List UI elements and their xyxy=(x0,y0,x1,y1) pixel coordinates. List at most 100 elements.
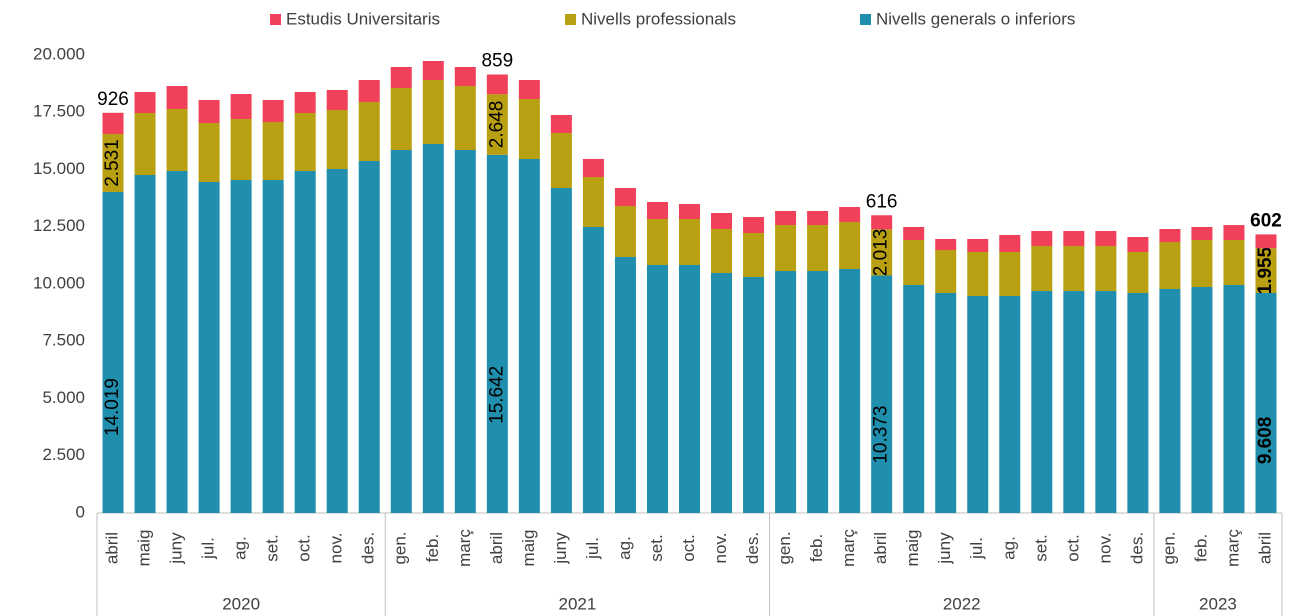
bar-segment xyxy=(743,276,765,513)
legend-label: Nivells generals o inferiors xyxy=(876,9,1075,28)
bar-segment xyxy=(1095,231,1117,247)
bar-segment xyxy=(358,101,380,162)
x-tick-label: jul. xyxy=(967,537,986,560)
bar-segment xyxy=(646,264,668,513)
x-tick-label: ag. xyxy=(999,536,1018,560)
x-tick-label: gen. xyxy=(1159,531,1178,564)
data-label: 1.955 xyxy=(1255,246,1276,294)
bar-segment xyxy=(1159,288,1181,513)
data-label: 9.608 xyxy=(1255,417,1276,465)
bar-segment xyxy=(999,234,1021,253)
bar-segment xyxy=(839,269,861,513)
bar-segment xyxy=(711,273,733,513)
bar-segment xyxy=(1063,231,1085,247)
bar-segment xyxy=(1127,252,1149,293)
bar-segment xyxy=(422,143,444,514)
bar-segment xyxy=(935,292,957,513)
data-label: 15.642 xyxy=(486,366,507,424)
bar-segment xyxy=(454,86,476,150)
x-tick-label: des. xyxy=(1127,532,1146,564)
bar-segment xyxy=(1031,291,1053,513)
data-label: 2.648 xyxy=(486,101,507,149)
bar-segment xyxy=(679,264,700,513)
bar-segment xyxy=(230,93,252,120)
bar-segment xyxy=(582,227,604,514)
y-tick-label: 12.500 xyxy=(33,216,85,235)
bar-segment xyxy=(294,171,316,513)
year-label: 2020 xyxy=(222,594,260,613)
bar-segment xyxy=(390,66,412,88)
bar-segment xyxy=(1159,228,1181,243)
bar-segment xyxy=(326,168,348,513)
bar-segment xyxy=(1191,286,1213,513)
data-label: 2.531 xyxy=(102,139,123,187)
bar-segment xyxy=(230,180,252,513)
bar-segment xyxy=(422,80,444,144)
y-tick-label: 15.000 xyxy=(33,159,85,178)
x-tick-label: jul. xyxy=(199,537,218,560)
bar-segment xyxy=(294,113,316,172)
bar-segment xyxy=(326,89,348,111)
bar-segment xyxy=(518,98,540,159)
bar-segment xyxy=(550,114,572,133)
bar-segment xyxy=(102,191,124,513)
data-label: 926 xyxy=(97,89,129,110)
bar-segment xyxy=(646,219,668,265)
bar-segment xyxy=(486,74,508,95)
y-tick-label: 2.500 xyxy=(42,445,85,464)
y-tick-label: 0 xyxy=(76,502,85,521)
bar-segment xyxy=(134,92,156,114)
bar-segment xyxy=(871,229,893,276)
bar-segment xyxy=(871,215,893,230)
year-label: 2022 xyxy=(943,594,981,613)
bar-segment xyxy=(358,80,380,102)
x-tick-label: maig xyxy=(903,530,922,567)
bar-segment xyxy=(262,122,284,181)
bar-segment xyxy=(486,154,508,513)
data-label: 2.013 xyxy=(871,229,892,277)
y-tick-label: 7.500 xyxy=(42,331,85,350)
bar-segment xyxy=(967,239,989,253)
x-tick-label: oct. xyxy=(1063,534,1082,561)
bar-segment xyxy=(262,99,284,123)
bar-segment xyxy=(614,206,636,258)
bar-segment xyxy=(807,225,829,271)
bar-segment xyxy=(1127,237,1149,253)
data-label: 616 xyxy=(866,191,898,212)
x-tick-label: juny xyxy=(935,532,954,565)
x-tick-label: abril xyxy=(871,532,890,564)
bar-segment xyxy=(967,295,989,513)
bar-segment xyxy=(454,66,476,87)
bar-segment xyxy=(1031,231,1053,247)
bar-segment xyxy=(134,174,156,513)
bar-segment xyxy=(582,158,604,178)
x-tick-label: set. xyxy=(647,534,666,561)
legend-label: Nivells professionals xyxy=(581,9,736,28)
bar-segment xyxy=(711,213,733,229)
x-tick-label: des. xyxy=(743,532,762,564)
x-tick-label: ag. xyxy=(231,536,250,560)
x-tick-label: nov. xyxy=(1095,533,1114,564)
bar-segment xyxy=(1223,240,1245,286)
bar-segment xyxy=(518,158,540,514)
bar-segment xyxy=(967,252,989,296)
bar-segment xyxy=(134,113,156,175)
x-tick-label: juny xyxy=(551,532,570,565)
x-tick-label: maig xyxy=(519,530,538,567)
bar-segment xyxy=(999,295,1021,513)
bar-segment xyxy=(166,86,188,109)
y-tick-label: 10.000 xyxy=(33,273,85,292)
bar-segment xyxy=(358,161,380,514)
x-tick-label: maig xyxy=(135,530,154,567)
bar-segment xyxy=(550,188,572,513)
bar-segment xyxy=(614,257,636,513)
bar-segment xyxy=(1191,240,1213,287)
bar-segment xyxy=(102,112,124,135)
x-tick-label: feb. xyxy=(807,534,826,562)
y-tick-label: 17.500 xyxy=(33,102,85,121)
bar-segment xyxy=(1255,292,1277,513)
year-label: 2023 xyxy=(1199,594,1237,613)
bar-segment xyxy=(775,225,797,271)
legend-swatch xyxy=(270,14,281,25)
legend-label: Estudis Universitaris xyxy=(286,9,440,28)
